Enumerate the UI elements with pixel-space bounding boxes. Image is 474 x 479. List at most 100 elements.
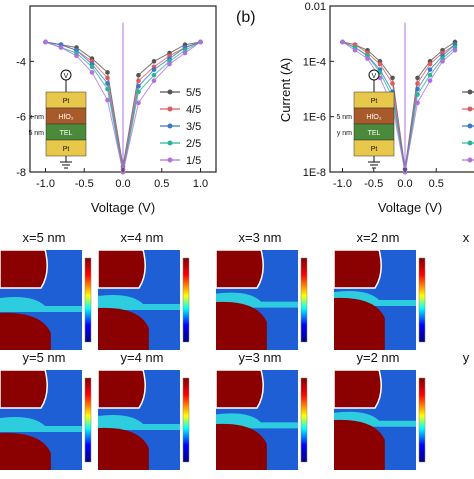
- thickness-label: 5 nm: [28, 130, 44, 137]
- map-label: y=2 nm: [357, 350, 400, 365]
- panel-b-xlabel: Voltage (V): [378, 200, 442, 215]
- data-point: [136, 100, 141, 106]
- map-colorbar: [300, 377, 308, 463]
- data-point: [105, 81, 110, 86]
- data-point: [198, 39, 203, 45]
- map-colorbar: [418, 377, 426, 463]
- data-point: [390, 75, 395, 81]
- map-top-region: [333, 249, 382, 289]
- legend-swatch-marker: [167, 123, 173, 129]
- y-tick-label: 1E-6: [303, 112, 326, 124]
- y-tick-label: -6: [16, 112, 26, 124]
- data-point: [105, 97, 110, 103]
- stack-layer-label: Pt: [371, 146, 378, 153]
- panel-b-label: (b): [236, 9, 256, 26]
- panel-a-y-ticks: -4 -6 -8: [16, 56, 34, 179]
- data-point: [105, 70, 110, 75]
- legend-label: 5/5: [186, 87, 201, 99]
- simulation-maps: x=5 nm x=4 nm x=3 nm x=2 nm x y=5 nm y=4 nm y=3…: [0, 230, 470, 470]
- x-tick-label: 0.0: [397, 178, 412, 190]
- data-point: [182, 50, 188, 56]
- data-point: [167, 61, 172, 67]
- map-label: x: [463, 230, 470, 245]
- map-halo: [98, 295, 180, 310]
- panel-a-x-ticks: -1.0 -0.5 0.0 0.5 1.0: [36, 168, 208, 190]
- stack-layer-label: Pt: [371, 98, 378, 105]
- legend-label: 4/5: [186, 104, 201, 116]
- map-bottom-region: [216, 301, 267, 350]
- data-point: [340, 39, 345, 45]
- legend-swatch-marker: [467, 106, 473, 112]
- stack-layer-label: Pt: [63, 98, 70, 105]
- data-point: [151, 67, 157, 72]
- data-point: [89, 70, 95, 75]
- data-point: [452, 47, 458, 53]
- stack-layer-label: TEL: [368, 130, 381, 137]
- map-label: x=3 nm: [239, 230, 282, 245]
- stack-layer-label: Pt: [63, 146, 70, 153]
- data-point: [427, 61, 433, 67]
- data-point: [352, 47, 358, 53]
- map-top-region: [215, 249, 264, 289]
- legend-swatch-marker: [167, 157, 173, 163]
- data-point: [415, 75, 420, 81]
- panel-b-ylabel: Current (A): [278, 58, 293, 122]
- meter-circle: [368, 69, 380, 81]
- map-label: y=3 nm: [239, 350, 282, 365]
- legend-swatch-marker: [167, 106, 173, 112]
- panel-a-xlabel: Voltage (V): [91, 200, 155, 215]
- map-top-region: [215, 369, 264, 409]
- y-tick-label: 1E-4: [303, 56, 326, 68]
- panel-a: -4 -6 -8 -1.0 -0.5 0.0 0.5 1.0 Voltage (V) 5/5…: [16, 5, 217, 215]
- map-bottom-region: [98, 307, 149, 350]
- map-label: y=4 nm: [121, 350, 164, 365]
- map-colorbar: [182, 377, 190, 463]
- series-line-4: [342, 41, 456, 173]
- x-tick-label: -1.0: [36, 178, 55, 190]
- thickness-label: y nm: [337, 130, 352, 137]
- x-tick-label: -0.5: [75, 178, 94, 190]
- x-tick-label: -1.0: [333, 178, 352, 190]
- series-line-3: [342, 41, 456, 173]
- data-point: [365, 56, 370, 61]
- panel-b-plot-area: [340, 22, 458, 175]
- data-point: [415, 100, 420, 106]
- map-bottom-region: [0, 432, 51, 470]
- x-tick-label: -0.5: [364, 178, 383, 190]
- legend-swatch-marker: [467, 157, 473, 163]
- stack-layer-label: TEL: [60, 130, 73, 137]
- data-point: [105, 75, 110, 81]
- data-point: [427, 72, 433, 78]
- legend-swatch-marker: [467, 89, 473, 95]
- series-line-0: [342, 41, 456, 170]
- x-tick-label: 1.0: [193, 178, 208, 190]
- x-tick-label: 0.0: [115, 178, 130, 190]
- map-label: y: [463, 350, 470, 365]
- y-tick-label: 1E-8: [303, 167, 326, 179]
- panel-b-legend: [462, 89, 474, 163]
- data-point: [136, 78, 141, 83]
- data-point: [151, 59, 157, 64]
- data-point: [427, 67, 433, 72]
- map-halo: [0, 417, 82, 432]
- data-point: [390, 81, 395, 86]
- meter-circle: [60, 69, 72, 81]
- data-point: [136, 72, 141, 78]
- map-bottom-region: [334, 297, 385, 350]
- data-point: [415, 81, 420, 86]
- panel-b-y-ticks: 0.01 1E-4 1E-6 1E-8: [303, 1, 334, 179]
- map-bottom-region: [216, 423, 267, 470]
- legend-swatch-marker: [167, 89, 173, 95]
- legend-label: 2/5: [186, 138, 201, 150]
- map-label: x=2 nm: [357, 230, 400, 245]
- panel-b-stack-inset: V Pt HfO₂ TEL Pt 5 nm y nm: [336, 69, 395, 169]
- x-tick-label: 0.5: [154, 178, 169, 190]
- legend-label: 1/5: [186, 155, 201, 167]
- data-point: [43, 39, 48, 45]
- data-point: [136, 89, 141, 95]
- map-bottom-region: [98, 427, 149, 470]
- legend-swatch-marker: [467, 123, 473, 129]
- data-point: [415, 92, 420, 97]
- thickness-label: x nm: [29, 114, 44, 121]
